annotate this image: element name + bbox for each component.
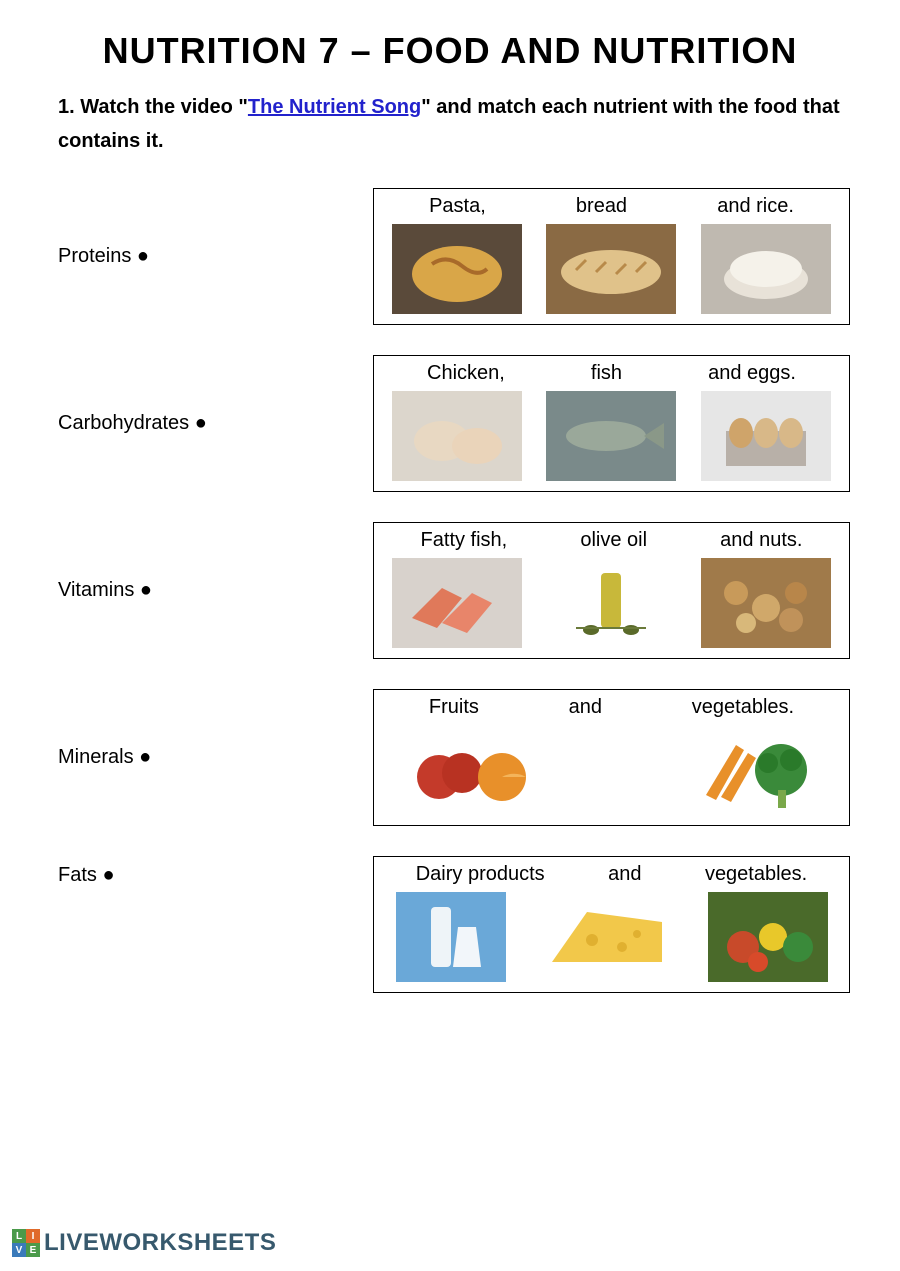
food-box-fat-foods[interactable]: Fatty fish, olive oil and nuts.	[373, 522, 850, 659]
veg-mix-icon	[708, 892, 828, 982]
food-label: fish	[591, 362, 622, 385]
matching-rows: Proteins ● Pasta, bread and rice. Carboh…	[50, 188, 850, 993]
nutrient-vitamins[interactable]: Vitamins ●	[58, 579, 353, 602]
food-label: Pasta,	[429, 195, 486, 218]
food-label: and nuts.	[720, 529, 802, 552]
food-labels: Fruits and vegetables.	[384, 696, 839, 719]
match-row: Proteins ● Pasta, bread and rice.	[58, 188, 850, 325]
food-label: Fatty fish,	[421, 529, 508, 552]
vegetables-icon	[686, 725, 816, 815]
nutrient-proteins[interactable]: Proteins ●	[58, 245, 353, 268]
food-label: Chicken,	[427, 362, 505, 385]
eggs-icon	[701, 391, 831, 481]
food-label: olive oil	[580, 529, 647, 552]
nutrient-carbohydrates[interactable]: Carbohydrates ●	[58, 412, 353, 435]
pasta-icon	[392, 224, 522, 314]
food-label: and	[608, 863, 641, 886]
fish-icon	[546, 391, 676, 481]
nutrient-fats[interactable]: Fats ●	[58, 856, 353, 887]
instruction-number: 1.	[58, 96, 75, 118]
fruits-icon	[407, 725, 537, 815]
nutrient-song-link[interactable]: The Nutrient Song	[248, 96, 421, 118]
chicken-icon	[392, 391, 522, 481]
nutrient-minerals[interactable]: Minerals ●	[58, 746, 353, 769]
food-images	[384, 725, 839, 815]
food-label: bread	[576, 195, 627, 218]
cheese-icon	[537, 892, 677, 982]
page-title: NUTRITION 7 – FOOD AND NUTRITION	[50, 30, 850, 72]
food-labels: Fatty fish, olive oil and nuts.	[384, 529, 839, 552]
food-label: vegetables.	[692, 696, 794, 719]
instruction-text: 1. Watch the video "The Nutrient Song" a…	[50, 90, 850, 158]
logo-badge-icon: L I V E	[12, 1229, 40, 1257]
food-box-dairy-veg[interactable]: Dairy products and vegetables.	[373, 856, 850, 993]
food-label: and	[569, 696, 602, 719]
bread-icon	[546, 224, 676, 314]
food-box-fruit-veg[interactable]: Fruits and vegetables.	[373, 689, 850, 826]
match-row: Carbohydrates ● Chicken, fish and eggs.	[58, 355, 850, 492]
spacer-icon	[591, 725, 631, 815]
food-label: and rice.	[717, 195, 794, 218]
logo-text: LIVEWORKSHEETS	[44, 1229, 276, 1257]
match-row: Minerals ● Fruits and vegetables.	[58, 689, 850, 826]
food-labels: Dairy products and vegetables.	[384, 863, 839, 886]
food-label: and eggs.	[708, 362, 796, 385]
food-images	[384, 391, 839, 481]
liveworksheets-logo: L I V E LIVEWORKSHEETS	[12, 1229, 276, 1257]
dairy-icon	[396, 892, 506, 982]
food-label: Dairy products	[416, 863, 545, 886]
instruction-before: Watch the video "	[80, 96, 248, 118]
food-label: vegetables.	[705, 863, 807, 886]
food-images	[384, 558, 839, 648]
food-images	[384, 224, 839, 314]
food-box-carbs-foods[interactable]: Pasta, bread and rice.	[373, 188, 850, 325]
olive-oil-icon	[546, 558, 676, 648]
food-images	[384, 892, 839, 982]
rice-icon	[701, 224, 831, 314]
match-row: Fats ● Dairy products and vegetables.	[58, 856, 850, 993]
salmon-icon	[392, 558, 522, 648]
food-label: Fruits	[429, 696, 479, 719]
food-labels: Pasta, bread and rice.	[384, 195, 839, 218]
food-box-protein-foods[interactable]: Chicken, fish and eggs.	[373, 355, 850, 492]
nuts-icon	[701, 558, 831, 648]
food-labels: Chicken, fish and eggs.	[384, 362, 839, 385]
match-row: Vitamins ● Fatty fish, olive oil and nut…	[58, 522, 850, 659]
